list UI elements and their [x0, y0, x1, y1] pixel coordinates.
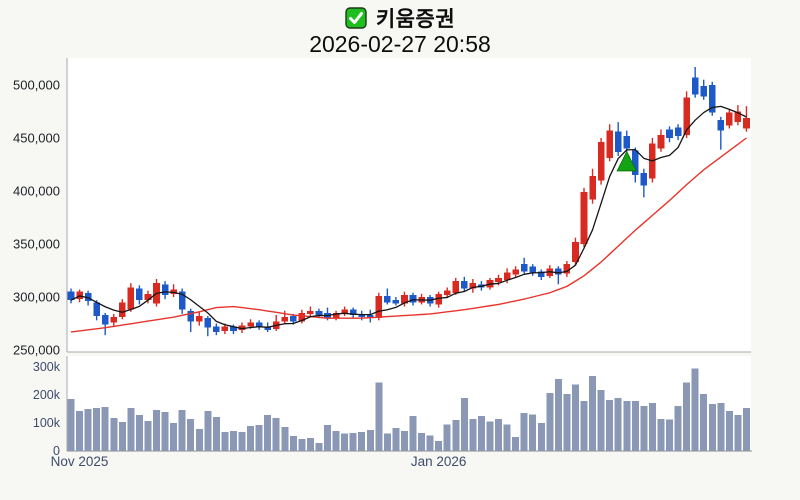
ma-slow-line [70, 137, 747, 333]
svg-text:350,000: 350,000 [13, 237, 60, 252]
checked-checkbox-icon [345, 7, 367, 29]
ma-slow-layer [70, 137, 747, 333]
svg-text:450,000: 450,000 [13, 131, 60, 146]
svg-text:250,000: 250,000 [13, 343, 60, 358]
date-axis-labels: Nov 2025 Jan 2026 [51, 454, 467, 469]
volume-bar-series [67, 368, 750, 451]
ma-fast-line [70, 105, 747, 330]
svg-text:500,000: 500,000 [13, 78, 60, 93]
svg-text:300k: 300k [33, 360, 61, 374]
price-axis-labels: 250,000 300,000 350,000 400,000 450,000 500,0… [13, 78, 60, 358]
stock-name-title: 키움증권 [375, 8, 456, 31]
svg-text:400,000: 400,000 [13, 184, 60, 199]
svg-text:0: 0 [53, 444, 60, 458]
candlestick-series [67, 66, 750, 337]
chart-title-row: 키움증권 [0, 3, 800, 33]
svg-text:300,000: 300,000 [13, 290, 60, 305]
svg-text:Nov 2025: Nov 2025 [51, 454, 109, 469]
plot-backgrounds [67, 58, 751, 451]
svg-text:200k: 200k [33, 388, 61, 402]
svg-text:Jan 2026: Jan 2026 [411, 454, 467, 469]
svg-text:100k: 100k [33, 416, 61, 430]
ma-fast-layer [70, 105, 747, 330]
volume-axis-labels: 0 100k 200k 300k [33, 360, 61, 458]
buy-signal-marker [616, 150, 638, 172]
chart-timestamp: 2026-02-27 20:58 [309, 31, 491, 57]
buy-triangle-icon [616, 150, 638, 172]
